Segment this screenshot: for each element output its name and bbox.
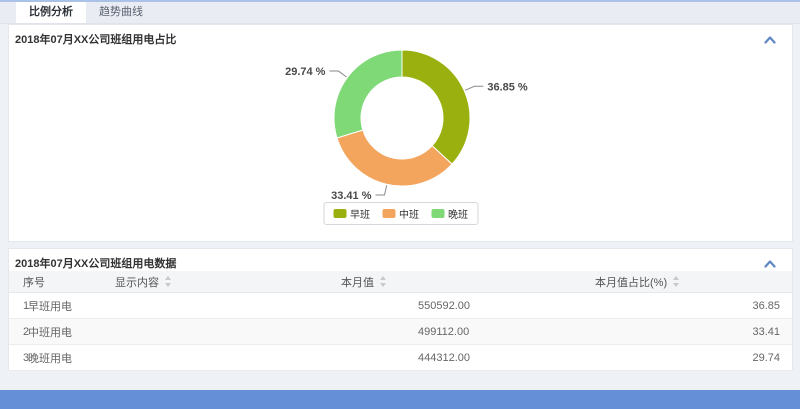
chevron-up-icon [764,36,776,44]
sort-icon[interactable] [672,276,680,287]
chart-panel-title: 2018年07月XX公司班组用电占比 [15,34,177,46]
table-collapse-button[interactable] [764,256,776,268]
slice-percent-label: 29.74 % [285,66,326,78]
cell-index: 1 [23,299,30,312]
cell-month-value: 499112.00 [418,325,470,338]
legend-swatch-icon [382,209,395,218]
slice-percent-label: 36.85 % [487,81,528,93]
cell-content: 早班用电 [28,300,72,313]
cell-month-percent: 36.85 [752,299,780,312]
legend-swatch-icon [431,209,444,218]
table-panel: 2018年07月XX公司班组用电数据 序号 显示内容 本月值 本月值占比(%) … [8,248,793,371]
column-header-month-percent[interactable]: 本月值占比(%) [595,274,792,290]
donut-chart[interactable]: 36.85 % 33.41 % 29.74 % [9,25,793,243]
sort-icon[interactable] [164,276,172,287]
table-row[interactable]: 3 晚班用电 444312.00 29.74 [9,345,792,371]
tab-ratio-analysis[interactable]: 比例分析 [16,2,86,23]
slice-percent-label: 33.41 % [331,190,372,202]
column-header-content[interactable]: 显示内容 [115,274,341,290]
cell-month-value: 444312.00 [418,351,470,364]
column-header-month-value[interactable]: 本月值 [341,274,595,290]
cell-month-value: 550592.00 [418,299,470,312]
cell-index: 3 [23,351,30,364]
sort-icon[interactable] [379,276,387,287]
legend-item-middle-shift[interactable]: 中班 [382,206,419,221]
app-footer-bar [0,390,800,409]
donut-slice-晚班[interactable] [333,49,403,139]
cell-content: 中班用电 [28,326,72,339]
legend-item-night-shift[interactable]: 晚班 [431,206,468,221]
table-row[interactable]: 1 早班用电 550592.00 36.85 [9,293,792,319]
column-header-label: 显示内容 [115,276,159,289]
column-header-index: 序号 [9,274,115,290]
column-header-label: 序号 [23,276,45,289]
legend-label: 晚班 [448,210,468,221]
table-panel-title: 2018年07月XX公司班组用电数据 [15,258,177,270]
table-body: 1 早班用电 550592.00 36.85 2 中班用电 499112.00 … [9,293,792,371]
cell-month-percent: 33.41 [752,325,780,338]
chart-collapse-button[interactable] [764,32,776,44]
tab-bar: 比例分析 趋势曲线 [0,2,800,24]
label-leader-line [329,70,347,78]
donut-slice-中班[interactable] [336,129,453,187]
cell-index: 2 [23,325,30,338]
donut-slice-早班[interactable] [401,49,471,165]
legend-swatch-icon [333,209,346,218]
chart-legend: 早班 中班 晚班 [323,202,478,225]
cell-content: 晚班用电 [28,352,72,365]
chevron-up-icon [764,260,776,268]
tab-trend-curve[interactable]: 趋势曲线 [99,6,143,18]
column-header-label: 本月值 [341,276,374,289]
chart-panel: 2018年07月XX公司班组用电占比 36.85 % 33.41 % 29.74 %… [8,24,793,242]
table-header-row: 序号 显示内容 本月值 本月值占比(%) [9,271,792,293]
column-header-label: 本月值占比(%) [595,276,668,289]
legend-label: 中班 [399,210,419,221]
label-leader-line [375,185,388,196]
cell-month-percent: 29.74 [752,351,780,364]
table-row[interactable]: 2 中班用电 499112.00 33.41 [9,319,792,345]
label-leader-line [464,85,484,91]
legend-item-morning-shift[interactable]: 早班 [333,206,370,221]
legend-label: 早班 [350,210,370,221]
